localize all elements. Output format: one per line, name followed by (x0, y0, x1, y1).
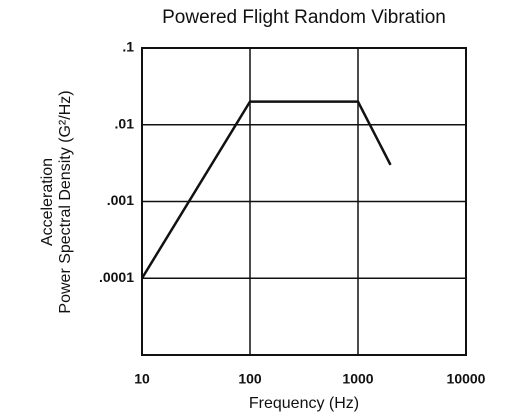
x-tick-label: 100 (238, 371, 262, 387)
x-tick-label: 1000 (342, 371, 373, 387)
y-axis-label: Power Spectral Density (G²/Hz) (57, 90, 74, 313)
y-axis-label: Acceleration (39, 158, 56, 246)
plot-frame (141, 47, 467, 356)
y-tick-label: .01 (115, 115, 135, 131)
y-tick-label: .0001 (99, 269, 134, 285)
y-tick-label: .1 (122, 39, 134, 55)
x-tick-label: 10000 (447, 371, 486, 387)
x-tick-label: 10 (134, 371, 150, 387)
chart-title: Powered Flight Random Vibration (162, 7, 446, 28)
data-line (140, 100, 392, 279)
x-axis-label: Frequency (Hz) (249, 395, 359, 412)
y-tick-label: .001 (107, 192, 134, 208)
